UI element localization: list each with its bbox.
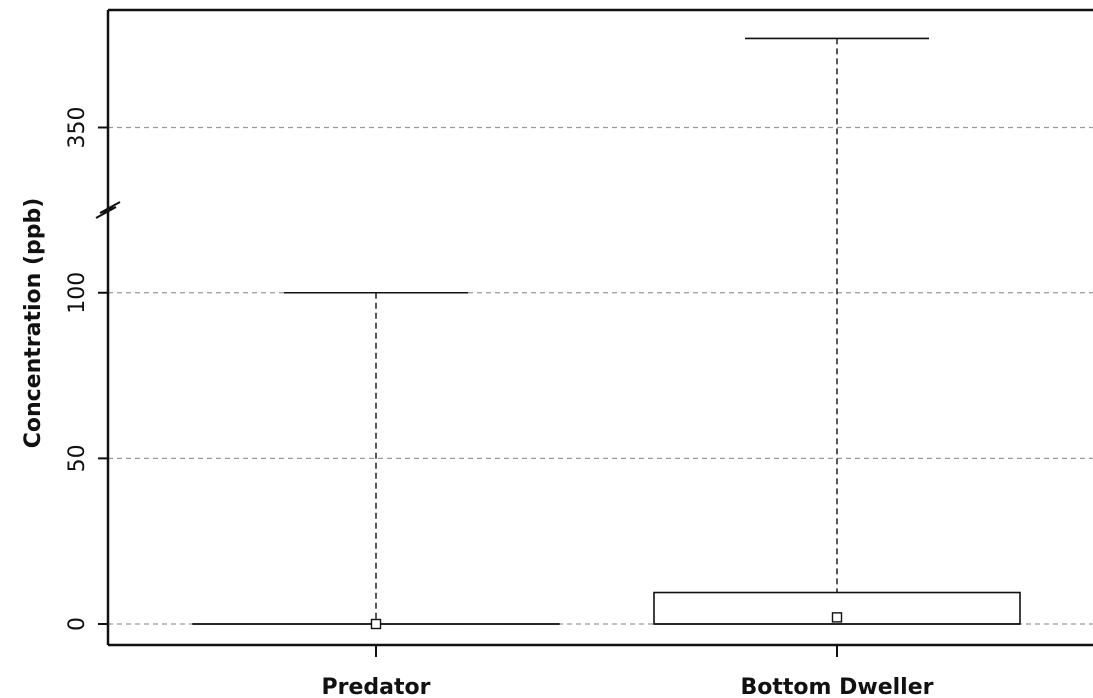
y-axis: 0 50 100 350 [65,8,1093,645]
mean-marker [831,612,843,623]
y-tick-label: 100 [65,272,90,314]
x-tick-label: Predator [322,675,431,698]
x-axis: Predator Bottom Dweller [108,643,1093,698]
y-axis-label: Concentration (ppb) [21,198,46,449]
x-tick-label: Bottom Dweller [741,675,934,698]
y-tick-label: 0 [65,617,90,631]
y-tick-label: 50 [65,444,90,472]
axis-break-marker [95,201,121,219]
grid-lines [108,126,1093,625]
mean-marker [370,618,382,630]
box-plot-series [192,37,1021,630]
y-tick-label: 350 [65,107,90,149]
